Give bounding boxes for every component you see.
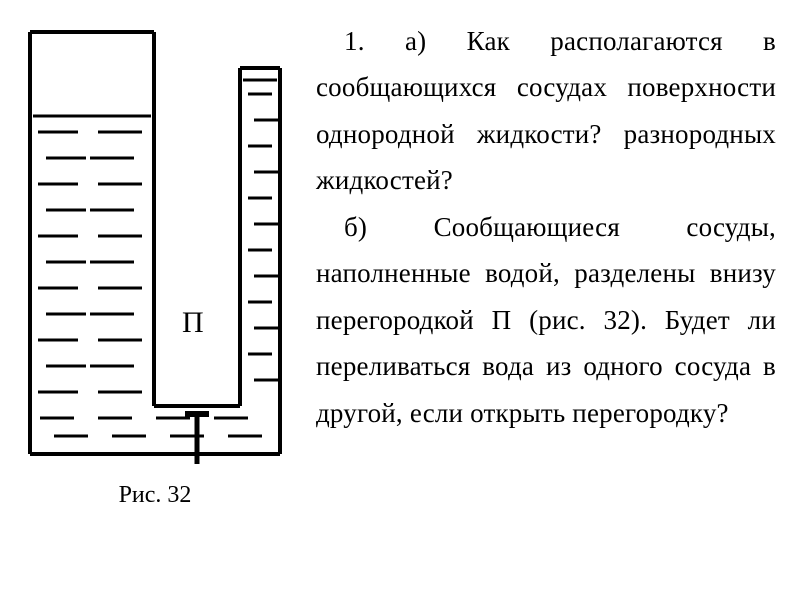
question-number: 1. — [344, 26, 365, 56]
svg-text:П: П — [182, 306, 204, 339]
figure-32: П Рис. 32 — [15, 16, 295, 509]
question-part-b: б) Сообщающиеся сосуды, наполненные водо… — [316, 204, 776, 436]
question-part-a: 1. а) Как располагаются в сообщающихся с… — [316, 18, 776, 204]
question-text-column: 1. а) Как располагаются в сообщающихся с… — [312, 16, 776, 584]
figure-caption: Рис. 32 — [119, 482, 192, 509]
part-a-text: а) Как располагаются в сообщающихся сосу… — [316, 26, 776, 195]
communicating-vessels-diagram: П — [16, 16, 294, 466]
figure-column: П Рис. 32 — [12, 16, 312, 584]
